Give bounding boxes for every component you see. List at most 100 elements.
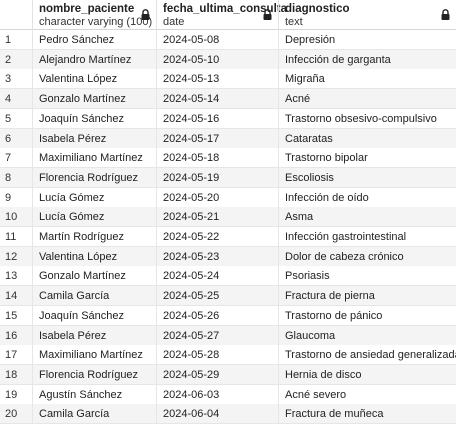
fecha-ultima-consulta-cell[interactable]: 2024-05-29: [156, 364, 278, 385]
nombre-paciente-cell[interactable]: Pedro Sánchez: [32, 30, 156, 50]
row-number-cell[interactable]: 16: [5, 329, 18, 342]
diagnostico-cell[interactable]: Depresión: [278, 30, 456, 50]
diagnostico-cell[interactable]: Trastorno bipolar: [278, 148, 456, 169]
row-number-cell[interactable]: 10: [5, 211, 18, 224]
table-row[interactable]: 9 Lucía Gómez 2024-05-20 Infección de oído: [0, 187, 456, 208]
nombre-paciente-cell[interactable]: Valentina López: [32, 69, 156, 90]
row-number-cell[interactable]: 12: [5, 250, 18, 263]
table-row[interactable]: 1 Pedro Sánchez 2024-05-08 Depresión: [0, 30, 456, 50]
nombre-paciente-cell[interactable]: Alejandro Martínez: [32, 49, 156, 70]
diagnostico-cell[interactable]: Psoriasis: [278, 266, 456, 287]
diagnostico-cell[interactable]: Infección de oído: [278, 187, 456, 208]
table-row[interactable]: 14 Camila García 2024-05-25 Fractura de pie…: [0, 286, 456, 307]
nombre-paciente-cell[interactable]: Gonzalo Martínez: [32, 89, 156, 110]
row-number-cell[interactable]: 13: [5, 270, 18, 283]
column-header-nombre-paciente[interactable]: nombre_paciente character varying (100): [32, 0, 156, 30]
nombre-paciente-cell[interactable]: Florencia Rodríguez: [32, 167, 156, 188]
diagnostico-cell[interactable]: Trastorno de pánico: [278, 305, 456, 326]
nombre-paciente-cell[interactable]: Agustín Sánchez: [32, 384, 156, 405]
diagnostico-cell[interactable]: Hernia de disco: [278, 364, 456, 385]
row-number-cell[interactable]: 8: [5, 171, 12, 184]
diagnostico-cell[interactable]: Acné: [278, 89, 456, 110]
row-number-cell[interactable]: 15: [5, 309, 18, 322]
table-row[interactable]: 12 Valentina López 2024-05-23 Dolor de cabe…: [0, 246, 456, 267]
diagnostico-cell[interactable]: Escoliosis: [278, 167, 456, 188]
fecha-ultima-consulta-cell[interactable]: 2024-05-28: [156, 345, 278, 366]
column-header-fecha-ultima-consulta[interactable]: fecha_ultima_consulta date: [156, 0, 287, 30]
fecha-ultima-consulta-cell[interactable]: 2024-06-03: [156, 384, 278, 405]
row-number-cell[interactable]: 14: [5, 290, 18, 303]
table-row[interactable]: 10 Lucía Gómez 2024-05-21 Asma: [0, 207, 456, 228]
table-row[interactable]: 11 Martín Rodríguez 2024-05-22 Infección ga…: [0, 227, 456, 247]
table-row[interactable]: 13 Gonzalo Martínez 2024-05-24 Psoriasis: [0, 266, 456, 287]
table-row[interactable]: 16 Isabela Pérez 2024-05-27 Glaucoma: [0, 325, 456, 346]
fecha-ultima-consulta-cell[interactable]: 2024-05-08: [156, 30, 278, 50]
fecha-ultima-consulta-cell[interactable]: 2024-05-10: [156, 49, 278, 70]
fecha-ultima-consulta-cell[interactable]: 2024-05-22: [156, 227, 278, 247]
row-number-cell[interactable]: 3: [5, 73, 12, 86]
row-number-cell[interactable]: 5: [5, 112, 12, 125]
fecha-ultima-consulta-cell[interactable]: 2024-05-21: [156, 207, 278, 228]
table-row[interactable]: 4 Gonzalo Martínez 2024-05-14 Acné: [0, 89, 456, 110]
fecha-ultima-consulta-cell[interactable]: 2024-05-25: [156, 286, 278, 307]
nombre-paciente-cell[interactable]: Maximiliano Martínez: [32, 345, 156, 366]
diagnostico-cell[interactable]: Fractura de muñeca: [278, 404, 456, 425]
fecha-ultima-consulta-cell[interactable]: 2024-05-24: [156, 266, 278, 287]
fecha-ultima-consulta-cell[interactable]: 2024-05-20: [156, 187, 278, 208]
nombre-paciente-cell[interactable]: Martín Rodríguez: [32, 227, 156, 247]
diagnostico-cell[interactable]: Trastorno de ansiedad generalizada: [278, 345, 456, 366]
table-row[interactable]: 15 Joaquín Sánchez 2024-05-26 Trastorno de …: [0, 305, 456, 326]
table-row[interactable]: 2 Alejandro Martínez 2024-05-10 Infección d…: [0, 49, 456, 70]
table-row[interactable]: 17 Maximiliano Martínez 2024-05-28 Trastorn…: [0, 345, 456, 366]
fecha-ultima-consulta-cell[interactable]: 2024-05-13: [156, 69, 278, 90]
diagnostico-cell[interactable]: Glaucoma: [278, 325, 456, 346]
nombre-paciente-cell[interactable]: Florencia Rodríguez: [32, 364, 156, 385]
fecha-ultima-consulta-cell[interactable]: 2024-05-23: [156, 246, 278, 267]
nombre-paciente-cell[interactable]: Joaquín Sánchez: [32, 108, 156, 129]
row-number-cell[interactable]: 2: [5, 53, 12, 66]
diagnostico-cell[interactable]: Asma: [278, 207, 456, 228]
nombre-paciente-cell[interactable]: Camila García: [32, 404, 156, 425]
column-header-diagnostico[interactable]: diagnostico text: [278, 0, 456, 30]
diagnostico-cell[interactable]: Dolor de cabeza crónico: [278, 246, 456, 267]
row-number-cell[interactable]: 11: [5, 231, 17, 243]
nombre-paciente-cell[interactable]: Valentina López: [32, 246, 156, 267]
table-row[interactable]: 3 Valentina López 2024-05-13 Migraña: [0, 69, 456, 90]
diagnostico-cell[interactable]: Cataratas: [278, 128, 456, 149]
fecha-ultima-consulta-cell[interactable]: 2024-06-04: [156, 404, 278, 425]
diagnostico-cell[interactable]: Migraña: [278, 69, 456, 90]
fecha-ultima-consulta-cell[interactable]: 2024-05-26: [156, 305, 278, 326]
fecha-ultima-consulta-cell[interactable]: 2024-05-14: [156, 89, 278, 110]
diagnostico-cell[interactable]: Infección de garganta: [278, 49, 456, 70]
nombre-paciente-cell[interactable]: Camila García: [32, 286, 156, 307]
row-number-cell[interactable]: 20: [5, 408, 18, 421]
table-row[interactable]: 7 Maximiliano Martínez 2024-05-18 Trastorno…: [0, 148, 456, 169]
diagnostico-cell[interactable]: Acné severo: [278, 384, 456, 405]
fecha-ultima-consulta-cell[interactable]: 2024-05-18: [156, 148, 278, 169]
row-number-cell[interactable]: 18: [5, 368, 18, 381]
nombre-paciente-cell[interactable]: Isabela Pérez: [32, 128, 156, 149]
nombre-paciente-cell[interactable]: Isabela Pérez: [32, 325, 156, 346]
fecha-ultima-consulta-cell[interactable]: 2024-05-19: [156, 167, 278, 188]
nombre-paciente-cell[interactable]: Lucía Gómez: [32, 207, 156, 228]
nombre-paciente-cell[interactable]: Gonzalo Martínez: [32, 266, 156, 287]
row-number-cell[interactable]: 7: [5, 152, 12, 165]
diagnostico-cell[interactable]: Fractura de pierna: [278, 286, 456, 307]
diagnostico-cell[interactable]: Trastorno obsesivo-compulsivo: [278, 108, 456, 129]
fecha-ultima-consulta-cell[interactable]: 2024-05-17: [156, 128, 278, 149]
table-row[interactable]: 20 Camila García 2024-06-04 Fractura de muñ…: [0, 404, 456, 425]
row-number-cell[interactable]: 9: [5, 191, 12, 204]
fecha-ultima-consulta-cell[interactable]: 2024-05-27: [156, 325, 278, 346]
table-row[interactable]: 6 Isabela Pérez 2024-05-17 Cataratas: [0, 128, 456, 149]
table-row[interactable]: 19 Agustín Sánchez 2024-06-03 Acné severo: [0, 384, 456, 405]
table-row[interactable]: 18 Florencia Rodríguez 2024-05-29 Hernia de…: [0, 364, 456, 385]
row-number-cell[interactable]: 1: [5, 34, 12, 46]
row-number-cell[interactable]: 17: [5, 349, 18, 362]
nombre-paciente-cell[interactable]: Joaquín Sánchez: [32, 305, 156, 326]
nombre-paciente-cell[interactable]: Maximiliano Martínez: [32, 148, 156, 169]
table-row[interactable]: 5 Joaquín Sánchez 2024-05-16 Trastorno obse…: [0, 108, 456, 129]
row-number-cell[interactable]: 4: [5, 93, 12, 106]
diagnostico-cell[interactable]: Infección gastrointestinal: [278, 227, 456, 247]
row-number-cell[interactable]: 19: [5, 388, 18, 401]
row-number-cell[interactable]: 6: [5, 132, 12, 145]
